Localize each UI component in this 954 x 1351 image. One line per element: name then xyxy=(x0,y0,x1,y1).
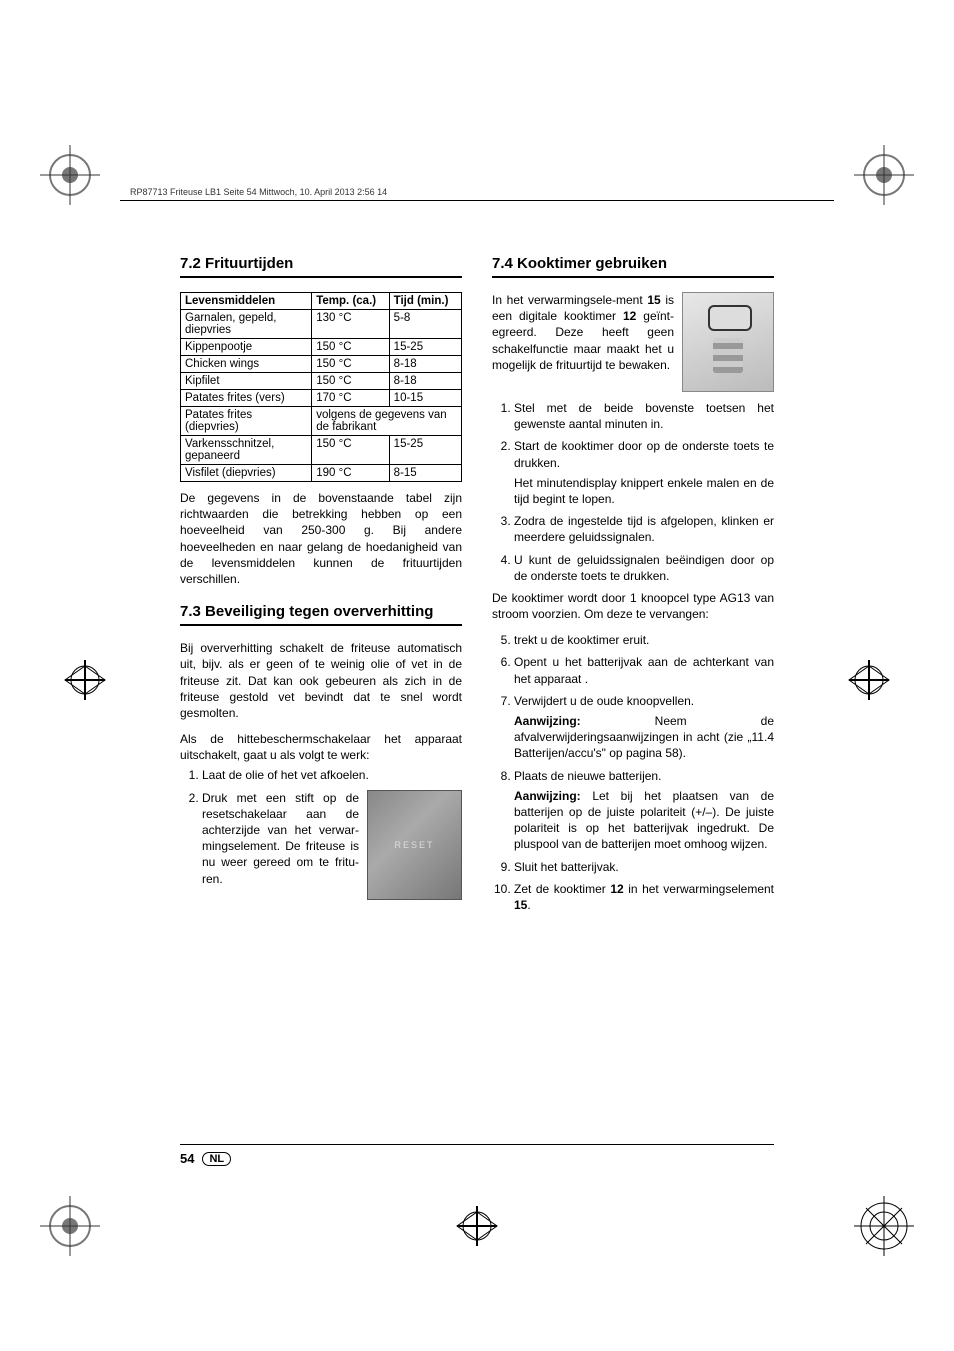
timer-intro-text: In het verwarmingsele-ment 15 is een dig… xyxy=(492,292,674,373)
page-number: 54 xyxy=(180,1151,194,1166)
battery-step-7-text: Verwijdert u de oude knoopvellen. xyxy=(514,694,694,708)
cell-food: Kipfilet xyxy=(181,373,312,390)
timer-step-2: Start de kooktimer door op de onderste t… xyxy=(514,438,774,507)
battery-step-6: Opent u het batterijvak aan de achterkan… xyxy=(514,654,774,686)
ref-15: 15 xyxy=(647,293,660,307)
cell-food: Varkensschnitzel, gepaneerd xyxy=(181,436,312,465)
section-rule xyxy=(180,624,462,626)
section-7-3-title: 7.3 Beveiliging tegen oververhitting xyxy=(180,603,462,620)
table-row: Varkensschnitzel, gepaneerd150 °C15-25 xyxy=(181,436,462,465)
section-7-4-title: 7.4 Kooktimer gebruiken xyxy=(492,255,774,272)
cell-food: Visfilet (diepvries) xyxy=(181,465,312,482)
cell-temp: 150 °C xyxy=(312,339,389,356)
left-column: 7.2 Frituurtijden Levensmiddelen Temp. (… xyxy=(180,255,462,919)
step10-b: in het verwarmingselement xyxy=(624,882,774,896)
note-2: Aanwijzing: Let bij het plaatsen van de … xyxy=(514,788,774,853)
cell-time: 15-25 xyxy=(389,339,461,356)
battery-step-8: Plaats de nieuwe batterijen. Aanwijzing:… xyxy=(514,768,774,853)
ref-12: 12 xyxy=(623,309,636,323)
page-footer: 54 NL xyxy=(180,1144,774,1166)
cell-time: 5-8 xyxy=(389,310,461,339)
note-1-label: Aanwijzing: xyxy=(514,714,581,728)
th-temp: Temp. (ca.) xyxy=(312,293,389,310)
cell-temp: 150 °C xyxy=(312,373,389,390)
battery-step-9: Sluit het batterijvak. xyxy=(514,859,774,875)
timer-step-3: Zodra de ingestelde tijd is afgelopen, k… xyxy=(514,513,774,545)
crop-mark-top-right xyxy=(854,145,914,205)
ref-15b: 15 xyxy=(514,898,527,912)
table-footnote: De gegevens in de bovenstaande tabel zij… xyxy=(180,490,462,587)
cell-time: 8-18 xyxy=(389,373,461,390)
cell-temp: 130 °C xyxy=(312,310,389,339)
cell-temp: 150 °C xyxy=(312,356,389,373)
table-row: Kipfilet150 °C8-18 xyxy=(181,373,462,390)
overheat-step-1: Laat de olie of het vet afkoelen. xyxy=(202,767,462,783)
frying-times-table: Levensmiddelen Temp. (ca.) Tijd (min.) G… xyxy=(180,292,462,482)
crop-mark-top-left xyxy=(40,145,100,205)
print-header: RP87713 Friteuse LB1 Seite 54 Mittwoch, … xyxy=(130,187,387,197)
ref-12b: 12 xyxy=(610,882,623,896)
overheat-step-2: Druk met een stift op de resetschakelaar… xyxy=(202,790,462,900)
cell-temp: 150 °C xyxy=(312,436,389,465)
header-rule xyxy=(120,200,834,201)
cell-temp: 170 °C xyxy=(312,390,389,407)
timer-step-2a: Start de kooktimer door op de onderste t… xyxy=(514,439,774,469)
step10-a: Zet de kooktimer xyxy=(514,882,610,896)
battery-steps: trekt u de kooktimer eruit. Opent u het … xyxy=(492,632,774,913)
battery-intro: De kooktimer wordt door 1 knoopcel type … xyxy=(492,590,774,622)
country-badge: NL xyxy=(202,1152,231,1166)
note-2-label: Aanwijzing: xyxy=(514,789,581,803)
cell-food: Patates frites (vers) xyxy=(181,390,312,407)
section-7-2-title: 7.2 Frituurtijden xyxy=(180,255,462,272)
table-row: Kippenpootje150 °C15-25 xyxy=(181,339,462,356)
overheat-step-2-text: Druk met een stift op de resetschakelaar… xyxy=(202,790,359,887)
page-content: 7.2 Frituurtijden Levensmiddelen Temp. (… xyxy=(180,255,774,919)
crop-mark-bottom-left xyxy=(40,1196,100,1256)
crop-mark-bottom-center xyxy=(447,1196,507,1256)
reset-switch-image: RESET xyxy=(367,790,462,900)
cell-food: Garnalen, gepeld, diepvries xyxy=(181,310,312,339)
timer-intro-block: In het verwarmingsele-ment 15 is een dig… xyxy=(492,292,774,392)
timer-image xyxy=(682,292,774,392)
table-row: Visfilet (diepvries)190 °C8-15 xyxy=(181,465,462,482)
timer-step-1: Stel met de beide bovenste toetsen het g… xyxy=(514,400,774,432)
battery-step-10: Zet de kooktimer 12 in het verwarmingsel… xyxy=(514,881,774,913)
cell-food: Patates frites (diepvries) xyxy=(181,407,312,436)
battery-step-5: trekt u de kooktimer eruit. xyxy=(514,632,774,648)
crop-mark-mid-right xyxy=(839,650,899,710)
timer-step-4: U kunt de geluidssignalen beëindigen doo… xyxy=(514,552,774,584)
battery-step-8-text: Plaats de nieuwe batterijen. xyxy=(514,769,661,783)
table-row: Patates frites (vers)170 °C10-15 xyxy=(181,390,462,407)
intro-a: In het verwarmingsele-ment xyxy=(492,293,647,307)
th-food: Levensmiddelen xyxy=(181,293,312,310)
note-1: Aanwijzing: Neem de afvalverwijderingsaa… xyxy=(514,713,774,762)
cell-merged: volgens de gegevens van de fabrikant xyxy=(312,407,462,436)
cell-time: 8-15 xyxy=(389,465,461,482)
crop-mark-mid-left xyxy=(55,650,115,710)
crop-mark-bottom-right xyxy=(854,1196,914,1256)
right-column: 7.4 Kooktimer gebruiken In het verwarmin… xyxy=(492,255,774,919)
cell-temp: 190 °C xyxy=(312,465,389,482)
table-row: Patates frites (diepvries)volgens de geg… xyxy=(181,407,462,436)
cell-food: Kippenpootje xyxy=(181,339,312,356)
table-row: Garnalen, gepeld, diepvries130 °C5-8 xyxy=(181,310,462,339)
cell-time: 10-15 xyxy=(389,390,461,407)
timer-step-2b: Het minutendisplay knippert enkele malen… xyxy=(514,475,774,507)
cell-time: 15-25 xyxy=(389,436,461,465)
overheat-steps: Laat de olie of het vet afkoelen. Druk m… xyxy=(180,767,462,899)
timer-steps: Stel met de beide bovenste toetsen het g… xyxy=(492,400,774,584)
section-rule xyxy=(492,276,774,278)
step10-c: . xyxy=(527,898,530,912)
cell-food: Chicken wings xyxy=(181,356,312,373)
overheat-p2: Als de hittebeschermschakelaar het appar… xyxy=(180,731,462,763)
th-time: Tijd (min.) xyxy=(389,293,461,310)
section-rule xyxy=(180,276,462,278)
overheat-p1: Bij oververhitting schakelt de friteuse … xyxy=(180,640,462,721)
table-row: Chicken wings150 °C8-18 xyxy=(181,356,462,373)
battery-step-7: Verwijdert u de oude knoopvellen. Aanwij… xyxy=(514,693,774,762)
cell-time: 8-18 xyxy=(389,356,461,373)
